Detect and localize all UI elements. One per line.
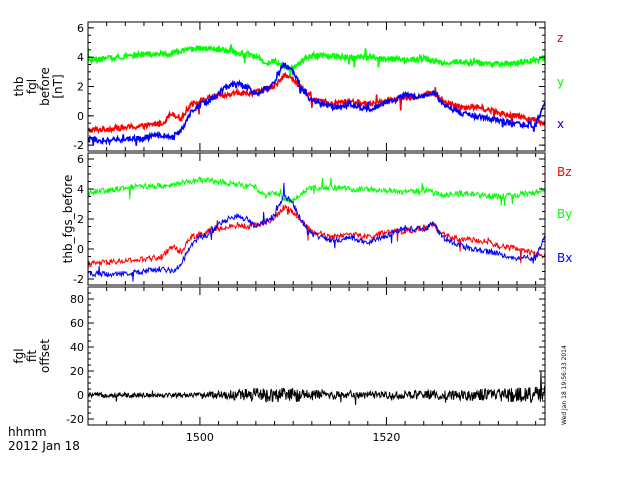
y-axis-title: fgl <box>25 79 39 94</box>
y-tick-label: -2 <box>73 273 84 286</box>
x-axis-title-format: hhmm <box>8 425 47 439</box>
legend-label-bx: Bx <box>557 251 572 265</box>
y-tick-label: 0 <box>77 389 84 402</box>
y-axis-title: fit <box>25 350 39 363</box>
y-axis-title: thb <box>12 77 26 97</box>
x-tick-label: 1520 <box>372 431 400 444</box>
y-tick-label: 60 <box>70 317 84 330</box>
series-line-y <box>88 44 545 77</box>
y-axis-title: offset <box>38 339 52 373</box>
y-tick-label: 6 <box>77 22 84 35</box>
y-tick-label: 20 <box>70 365 84 378</box>
timestamp-label: Wed Jan 18 19:56:33 2014 <box>561 345 568 425</box>
panel-frame <box>87 152 546 286</box>
y-axis-title: fgl <box>12 348 26 363</box>
y-tick-label: 2 <box>77 213 84 226</box>
y-axis-title: before <box>38 67 52 106</box>
x-axis-title-date: 2012 Jan 18 <box>8 439 80 453</box>
y-tick-label: 0 <box>77 243 84 256</box>
panel-plot-area <box>88 176 545 282</box>
series-line-offset <box>88 371 545 406</box>
y-tick-label: 4 <box>77 51 84 64</box>
series-line-by <box>88 176 545 206</box>
y-tick-label: 2 <box>77 81 84 94</box>
panel-plot-area <box>88 371 545 406</box>
x-tick-label: 1500 <box>186 431 214 444</box>
legend-label-x: x <box>557 117 564 131</box>
series-line-x <box>88 61 545 147</box>
legend-label-z: z <box>557 31 563 45</box>
y-axis-title: thb_fgs_before <box>61 175 75 264</box>
y-tick-label: 40 <box>70 341 84 354</box>
series-line-bx <box>88 182 545 282</box>
y-tick-label: -2 <box>73 139 84 152</box>
series-line-bz <box>88 203 545 271</box>
panel-3: -20 0 20 40 60 80 fgl fit offset <box>12 286 546 426</box>
legend-label-by: By <box>557 207 572 221</box>
series-line-z <box>88 71 545 135</box>
panel-plot-area <box>88 44 545 147</box>
legend-label-y: y <box>557 75 564 89</box>
panel-frame <box>87 286 546 426</box>
y-tick-label: 80 <box>70 293 84 306</box>
y-tick-label: 6 <box>77 153 84 166</box>
panel-frame <box>87 21 546 152</box>
y-tick-label: 4 <box>77 183 84 196</box>
y-tick-label: -20 <box>66 413 84 426</box>
panel-1: -2 0 2 4 6 thb fgl before [nT] z y x <box>12 21 564 152</box>
y-tick-label: 0 <box>77 110 84 123</box>
legend-label-bz: Bz <box>557 165 572 179</box>
y-axis-title: [nT] <box>51 74 65 98</box>
